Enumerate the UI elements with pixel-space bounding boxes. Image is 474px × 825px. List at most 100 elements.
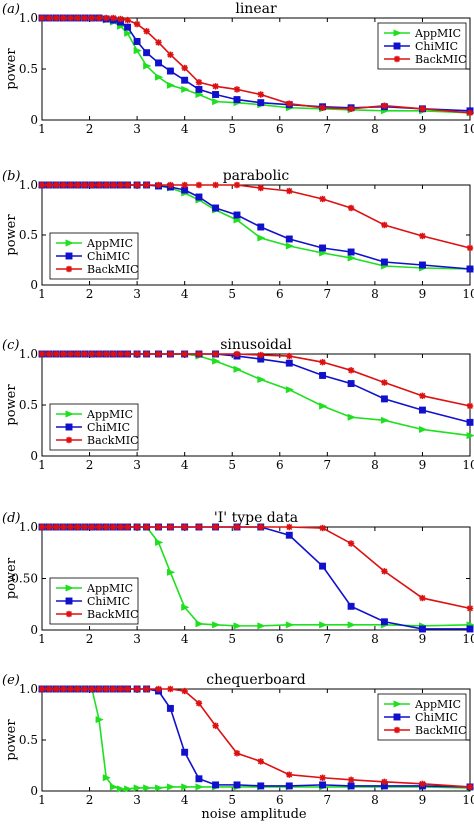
data-point [257,782,265,790]
x-tick-label: 2 [86,632,94,646]
data-point [117,523,124,531]
panel-label: (a) [2,2,20,17]
data-point [319,371,327,379]
data-point [319,244,327,252]
data-point [181,350,188,358]
data-point [95,685,103,693]
data-point [285,386,295,394]
data-point [67,14,74,22]
data-point [88,685,96,693]
y-tick-label: 0 [30,623,38,637]
data-point [181,603,190,611]
data-point [88,181,96,189]
x-tick-label: 8 [371,793,379,807]
data-point [466,109,474,117]
data-point [286,187,293,195]
y-tick-label: 0.5 [19,228,38,242]
x-tick-label: 7 [324,122,332,136]
data-point [133,350,141,358]
x-tick-label: 10 [462,793,474,807]
y-tick-label: 0 [30,113,38,127]
data-point [195,85,203,93]
data-point [195,79,203,86]
data-point [347,621,356,629]
data-point [212,357,221,365]
data-point [166,81,176,89]
data-point [181,783,190,791]
data-point [53,181,60,189]
data-point [60,523,67,531]
data-point [347,782,355,790]
x-tick-label: 9 [419,458,427,472]
data-point [81,14,88,22]
legend-marker [393,700,402,708]
data-point [285,621,295,629]
data-point [60,181,67,189]
data-point [195,620,204,628]
data-point [167,523,174,531]
chart-panel-1: (a) linear power 1 2 3 4 5 6 7 8 9 10 0 0.5 1.0 AppMICCh… [2,1,474,136]
data-point [319,774,326,781]
x-tick-label: 10 [462,287,474,301]
legend-marker [65,597,73,605]
data-point [195,775,203,783]
data-point [53,14,60,22]
y-tick-label: 0 [30,278,38,292]
data-point [233,350,241,358]
x-tick-label: 1 [38,793,46,807]
data-point [155,73,164,81]
data-point [124,785,133,793]
legend-marker [65,410,74,418]
data-point [466,625,474,633]
data-point [233,622,242,630]
data-point [110,181,117,189]
panel-label: (b) [2,169,20,184]
data-point [143,685,150,693]
data-point [347,204,355,212]
data-point [181,181,188,189]
data-point [124,29,133,37]
data-point [347,776,355,783]
x-tick-label: 1 [38,287,46,301]
data-point [212,621,221,629]
data-point [257,99,265,107]
data-point [195,350,203,358]
data-point [143,49,151,57]
y-tick-label: 1.0 [19,178,38,192]
data-point [103,14,110,22]
y-tick-label: 0.50 [11,572,38,586]
legend-marker [393,726,401,734]
x-tick-label: 9 [419,632,427,646]
data-point [212,83,219,90]
legend-label: BackMIC [87,608,139,621]
data-point [143,784,152,792]
data-point [419,392,426,400]
data-point [212,98,221,106]
x-tick-label: 10 [462,122,474,136]
data-point [347,602,355,610]
x-tick-label: 3 [133,122,141,136]
data-point [233,86,241,93]
series-backmic [38,350,474,410]
data-point [319,402,328,410]
data-point [212,350,219,358]
data-point [419,594,426,602]
legend-marker [65,436,73,444]
data-point [117,181,124,189]
data-point [103,523,110,531]
data-point [38,181,46,189]
y-tick-label: 0 [30,449,38,463]
data-point [418,425,428,434]
data-point [347,413,356,421]
data-point [124,23,132,31]
legend-marker [65,265,73,273]
data-point [124,181,131,189]
data-point [110,523,117,531]
data-point [257,758,264,765]
data-point [53,685,60,693]
data-point [418,406,426,414]
data-point [167,685,174,693]
data-point [466,783,474,791]
chart-title: 'I' type data [214,510,298,526]
